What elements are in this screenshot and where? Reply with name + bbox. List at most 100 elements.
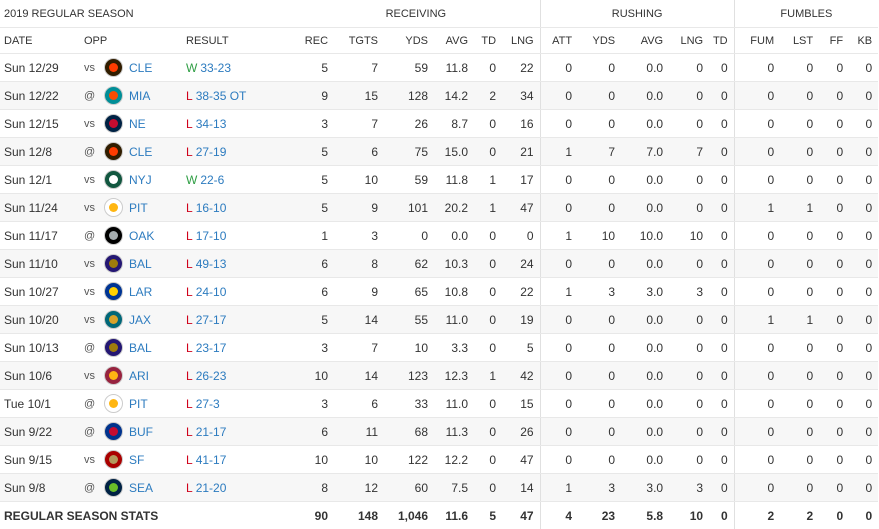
opponent-link[interactable]: BUF: [129, 425, 153, 439]
stat-kb: 0: [849, 110, 878, 138]
stat-rec-yds: 26: [384, 110, 434, 138]
game-score-link[interactable]: 33-23: [200, 61, 231, 75]
opponent-link[interactable]: PIT: [129, 397, 148, 411]
stat-att: 0: [540, 418, 578, 446]
season-title: 2019 REGULAR SEASON: [0, 0, 292, 28]
jets-logo-icon: [104, 170, 123, 189]
result-indicator: W: [186, 173, 197, 187]
home-away-indicator: vs: [84, 62, 100, 74]
stat-rec-yds: 0: [384, 222, 434, 250]
game-score-link[interactable]: 21-20: [196, 481, 227, 495]
stat-rec-yds: 101: [384, 194, 434, 222]
stat-rec-td: 0: [474, 334, 502, 362]
stat-att: 0: [540, 166, 578, 194]
result-indicator: L: [186, 201, 193, 215]
game-score-link[interactable]: 49-13: [196, 257, 227, 271]
stat-rush-avg: 0.0: [621, 418, 669, 446]
opponent-link[interactable]: CLE: [129, 61, 152, 75]
game-score-link[interactable]: 17-10: [196, 229, 227, 243]
stat-rec: 6: [292, 418, 334, 446]
opponent-link[interactable]: BAL: [129, 341, 152, 355]
stat-rec-avg: 14.2: [434, 82, 474, 110]
opponent-link[interactable]: NE: [129, 117, 146, 131]
stat-ff: 0: [819, 54, 849, 82]
opponent-link[interactable]: PIT: [129, 201, 148, 215]
stat-lst: 0: [780, 166, 819, 194]
opponent-link[interactable]: MIA: [129, 89, 150, 103]
ravens-logo-icon: [104, 338, 123, 357]
stat-rec: 1: [292, 222, 334, 250]
game-score-link[interactable]: 41-17: [196, 453, 227, 467]
stat-att: 0: [540, 446, 578, 474]
stat-fum: 0: [734, 82, 780, 110]
stat-rush-lng: 0: [669, 306, 709, 334]
opponent-link[interactable]: SEA: [129, 481, 153, 495]
stat-att: 0: [540, 82, 578, 110]
stat-rec-yds: 59: [384, 166, 434, 194]
stat-rec-lng: 42: [502, 362, 540, 390]
opponent-link[interactable]: JAX: [129, 313, 151, 327]
stat-rec: 5: [292, 54, 334, 82]
game-score-link[interactable]: 38-35 OT: [196, 89, 247, 103]
game-score-link[interactable]: 26-23: [196, 369, 227, 383]
stat-lst: 0: [780, 446, 819, 474]
stat-rec-avg: 3.3: [434, 334, 474, 362]
rushing-group-header: RUSHING: [540, 0, 734, 28]
stat-rec-avg: 11.3: [434, 418, 474, 446]
stat-kb: 0: [849, 306, 878, 334]
opponent-link[interactable]: ARI: [129, 369, 149, 383]
stat-rush-avg: 0.0: [621, 194, 669, 222]
game-score-link[interactable]: 24-10: [196, 285, 227, 299]
stat-rec: 9: [292, 82, 334, 110]
stat-rec-yds: 62: [384, 250, 434, 278]
game-date: Sun 12/29: [0, 54, 80, 82]
stat-rush-avg: 0.0: [621, 390, 669, 418]
stat-rec: 5: [292, 194, 334, 222]
seahawks-logo-icon: [104, 478, 123, 497]
stat-rec-avg: 20.2: [434, 194, 474, 222]
stat-ff: 0: [819, 222, 849, 250]
col-result: RESULT: [182, 28, 292, 54]
game-score-link[interactable]: 21-17: [196, 425, 227, 439]
game-score-link[interactable]: 22-6: [200, 173, 224, 187]
stat-rush-avg: 0.0: [621, 446, 669, 474]
stat-rec-td: 0: [474, 446, 502, 474]
result-indicator: L: [186, 117, 193, 131]
stat-rush-avg: 3.0: [621, 474, 669, 502]
stat-fum: 1: [734, 306, 780, 334]
opponent-link[interactable]: SF: [129, 453, 144, 467]
stat-fum: 0: [734, 54, 780, 82]
stat-fum: 0: [734, 418, 780, 446]
result-indicator: W: [186, 61, 197, 75]
game-score-link[interactable]: 16-10: [196, 201, 227, 215]
game-score-link[interactable]: 27-19: [196, 145, 227, 159]
opponent-link[interactable]: CLE: [129, 145, 152, 159]
game-score-link[interactable]: 27-3: [196, 397, 220, 411]
col-rush-avg: AVG: [621, 28, 669, 54]
opponent-link[interactable]: OAK: [129, 229, 154, 243]
game-score-link[interactable]: 27-17: [196, 313, 227, 327]
stat-rec-lng: 15: [502, 390, 540, 418]
stat-rec-yds: 122: [384, 446, 434, 474]
stat-att: 1: [540, 222, 578, 250]
stat-rush-td: 0: [709, 446, 734, 474]
game-score-link[interactable]: 23-17: [196, 341, 227, 355]
home-away-indicator: @: [84, 482, 100, 494]
opponent-link[interactable]: NYJ: [129, 173, 152, 187]
result-indicator: L: [186, 313, 193, 327]
stat-rush-td: 0: [709, 250, 734, 278]
game-score-link[interactable]: 34-13: [196, 117, 227, 131]
stat-rush-lng: 10: [669, 222, 709, 250]
stat-rec-td: 0: [474, 138, 502, 166]
browns-logo-icon: [104, 58, 123, 77]
opponent-link[interactable]: BAL: [129, 257, 152, 271]
stat-ff: 0: [819, 334, 849, 362]
game-date: Tue 10/1: [0, 390, 80, 418]
stat-rec-td: 1: [474, 194, 502, 222]
opponent-link[interactable]: LAR: [129, 285, 152, 299]
